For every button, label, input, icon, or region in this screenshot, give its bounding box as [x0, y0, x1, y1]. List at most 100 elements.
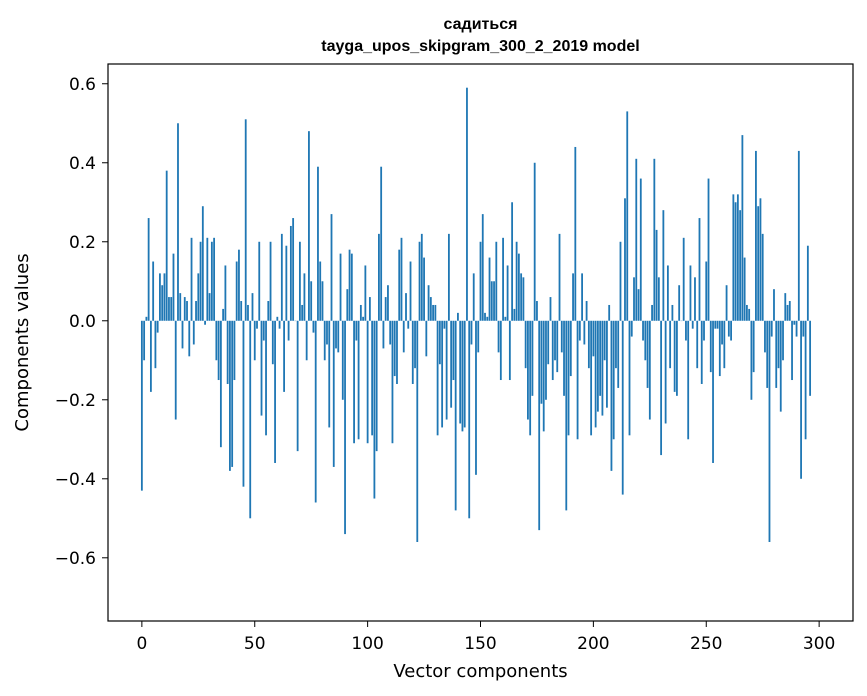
bar-component-21: [188, 320, 191, 357]
bar-component-33: [215, 320, 218, 361]
bar-component-250: [705, 261, 708, 321]
bar-component-200: [592, 320, 595, 357]
bar-component-72: [303, 273, 306, 321]
bar-component-271: [752, 320, 755, 373]
bar-component-39: [229, 320, 231, 471]
bar-component-121: [414, 320, 416, 369]
bar-component-80: [321, 281, 324, 321]
bar-component-108: [384, 297, 387, 321]
bar-component-109: [387, 285, 389, 321]
bar-component-177: [540, 320, 543, 404]
bar-component-129: [432, 304, 434, 321]
bar-component-78: [317, 166, 319, 321]
bar-component-37: [224, 265, 227, 321]
bar-component-153: [486, 316, 489, 321]
bar-component-113: [396, 320, 398, 384]
bar-component-25: [197, 273, 200, 321]
bar-component-65: [287, 320, 290, 341]
bar-component-104: [375, 320, 378, 452]
bar-component-161: [504, 316, 507, 321]
bar-component-93: [350, 253, 353, 321]
x-tick-label: 300: [803, 634, 835, 654]
bar-component-116: [402, 320, 405, 353]
bar-component-35: [219, 320, 222, 448]
bar-component-251: [707, 178, 710, 321]
bar-component-267: [743, 257, 746, 321]
bar-component-171: [527, 320, 529, 420]
bar-component-98: [362, 316, 365, 321]
bar-component-277: [766, 320, 769, 388]
y-tick-label: −0.4: [55, 470, 96, 490]
x-tick-label: 100: [351, 634, 383, 654]
bar-component-294: [804, 320, 807, 440]
bar-component-204: [601, 320, 604, 416]
bar-component-70: [298, 241, 301, 321]
bar-component-52: [258, 241, 261, 321]
bar-component-245: [694, 277, 696, 321]
bars-group: [140, 87, 812, 542]
bar-component-7: [156, 320, 159, 333]
bar-component-67: [292, 218, 295, 321]
bar-component-263: [734, 202, 737, 321]
bar-component-9: [161, 285, 164, 321]
bar-component-158: [497, 320, 500, 353]
bar-component-253: [712, 320, 714, 463]
bar-component-60: [276, 316, 279, 321]
bar-component-218: [633, 277, 635, 321]
bar-component-152: [484, 312, 486, 321]
bar-component-1: [143, 320, 146, 361]
bar-component-181: [549, 297, 552, 321]
bar-component-292: [800, 320, 802, 479]
bar-component-135: [445, 320, 448, 420]
bar-component-166: [515, 241, 518, 321]
bar-component-106: [380, 166, 383, 321]
bar-component-11: [165, 170, 168, 321]
bar-component-120: [411, 320, 414, 384]
bar-component-91: [346, 289, 349, 321]
bar-component-20: [186, 301, 188, 321]
bar-component-266: [741, 135, 744, 321]
bar-component-148: [475, 320, 477, 475]
bar-component-100: [366, 320, 369, 444]
bar-component-139: [454, 320, 457, 511]
bar-component-143: [463, 320, 466, 428]
bar-component-249: [703, 320, 705, 341]
bar-component-254: [714, 320, 717, 329]
bar-component-30: [208, 293, 211, 321]
bar-component-165: [513, 308, 516, 321]
bar-component-172: [529, 320, 532, 436]
bar-component-278: [768, 320, 771, 542]
bar-component-211: [617, 320, 620, 388]
bar-component-191: [572, 273, 574, 321]
bar-component-236: [673, 320, 676, 392]
x-axis-label: Vector components: [393, 661, 567, 682]
bar-component-196: [583, 320, 586, 345]
bar-component-203: [599, 320, 602, 396]
bar-component-216: [628, 320, 631, 436]
bar-component-232: [664, 320, 667, 424]
bar-component-248: [700, 320, 703, 384]
bar-component-54: [262, 320, 265, 341]
bar-component-199: [590, 320, 593, 436]
bar-component-247: [698, 218, 701, 321]
bar-component-147: [472, 273, 475, 321]
bar-component-212: [619, 241, 622, 321]
bar-component-90: [344, 320, 346, 535]
y-tick-label: 0.6: [69, 75, 96, 95]
bar-component-272: [755, 150, 757, 321]
bar-component-190: [569, 320, 572, 377]
bar-component-112: [393, 320, 396, 377]
bar-component-146: [470, 320, 473, 345]
bar-component-260: [727, 320, 730, 337]
bar-component-3: [147, 218, 150, 321]
bar-component-4: [149, 320, 152, 392]
bar-component-275: [761, 233, 764, 321]
y-tick-label: 0.4: [69, 154, 96, 174]
bar-component-79: [319, 261, 322, 321]
bar-component-76: [312, 320, 315, 333]
bar-component-18: [181, 320, 184, 349]
bar-component-26: [199, 241, 202, 321]
bar-component-88: [339, 253, 342, 321]
x-tick-label: 200: [577, 634, 609, 654]
bar-component-51: [256, 320, 258, 329]
